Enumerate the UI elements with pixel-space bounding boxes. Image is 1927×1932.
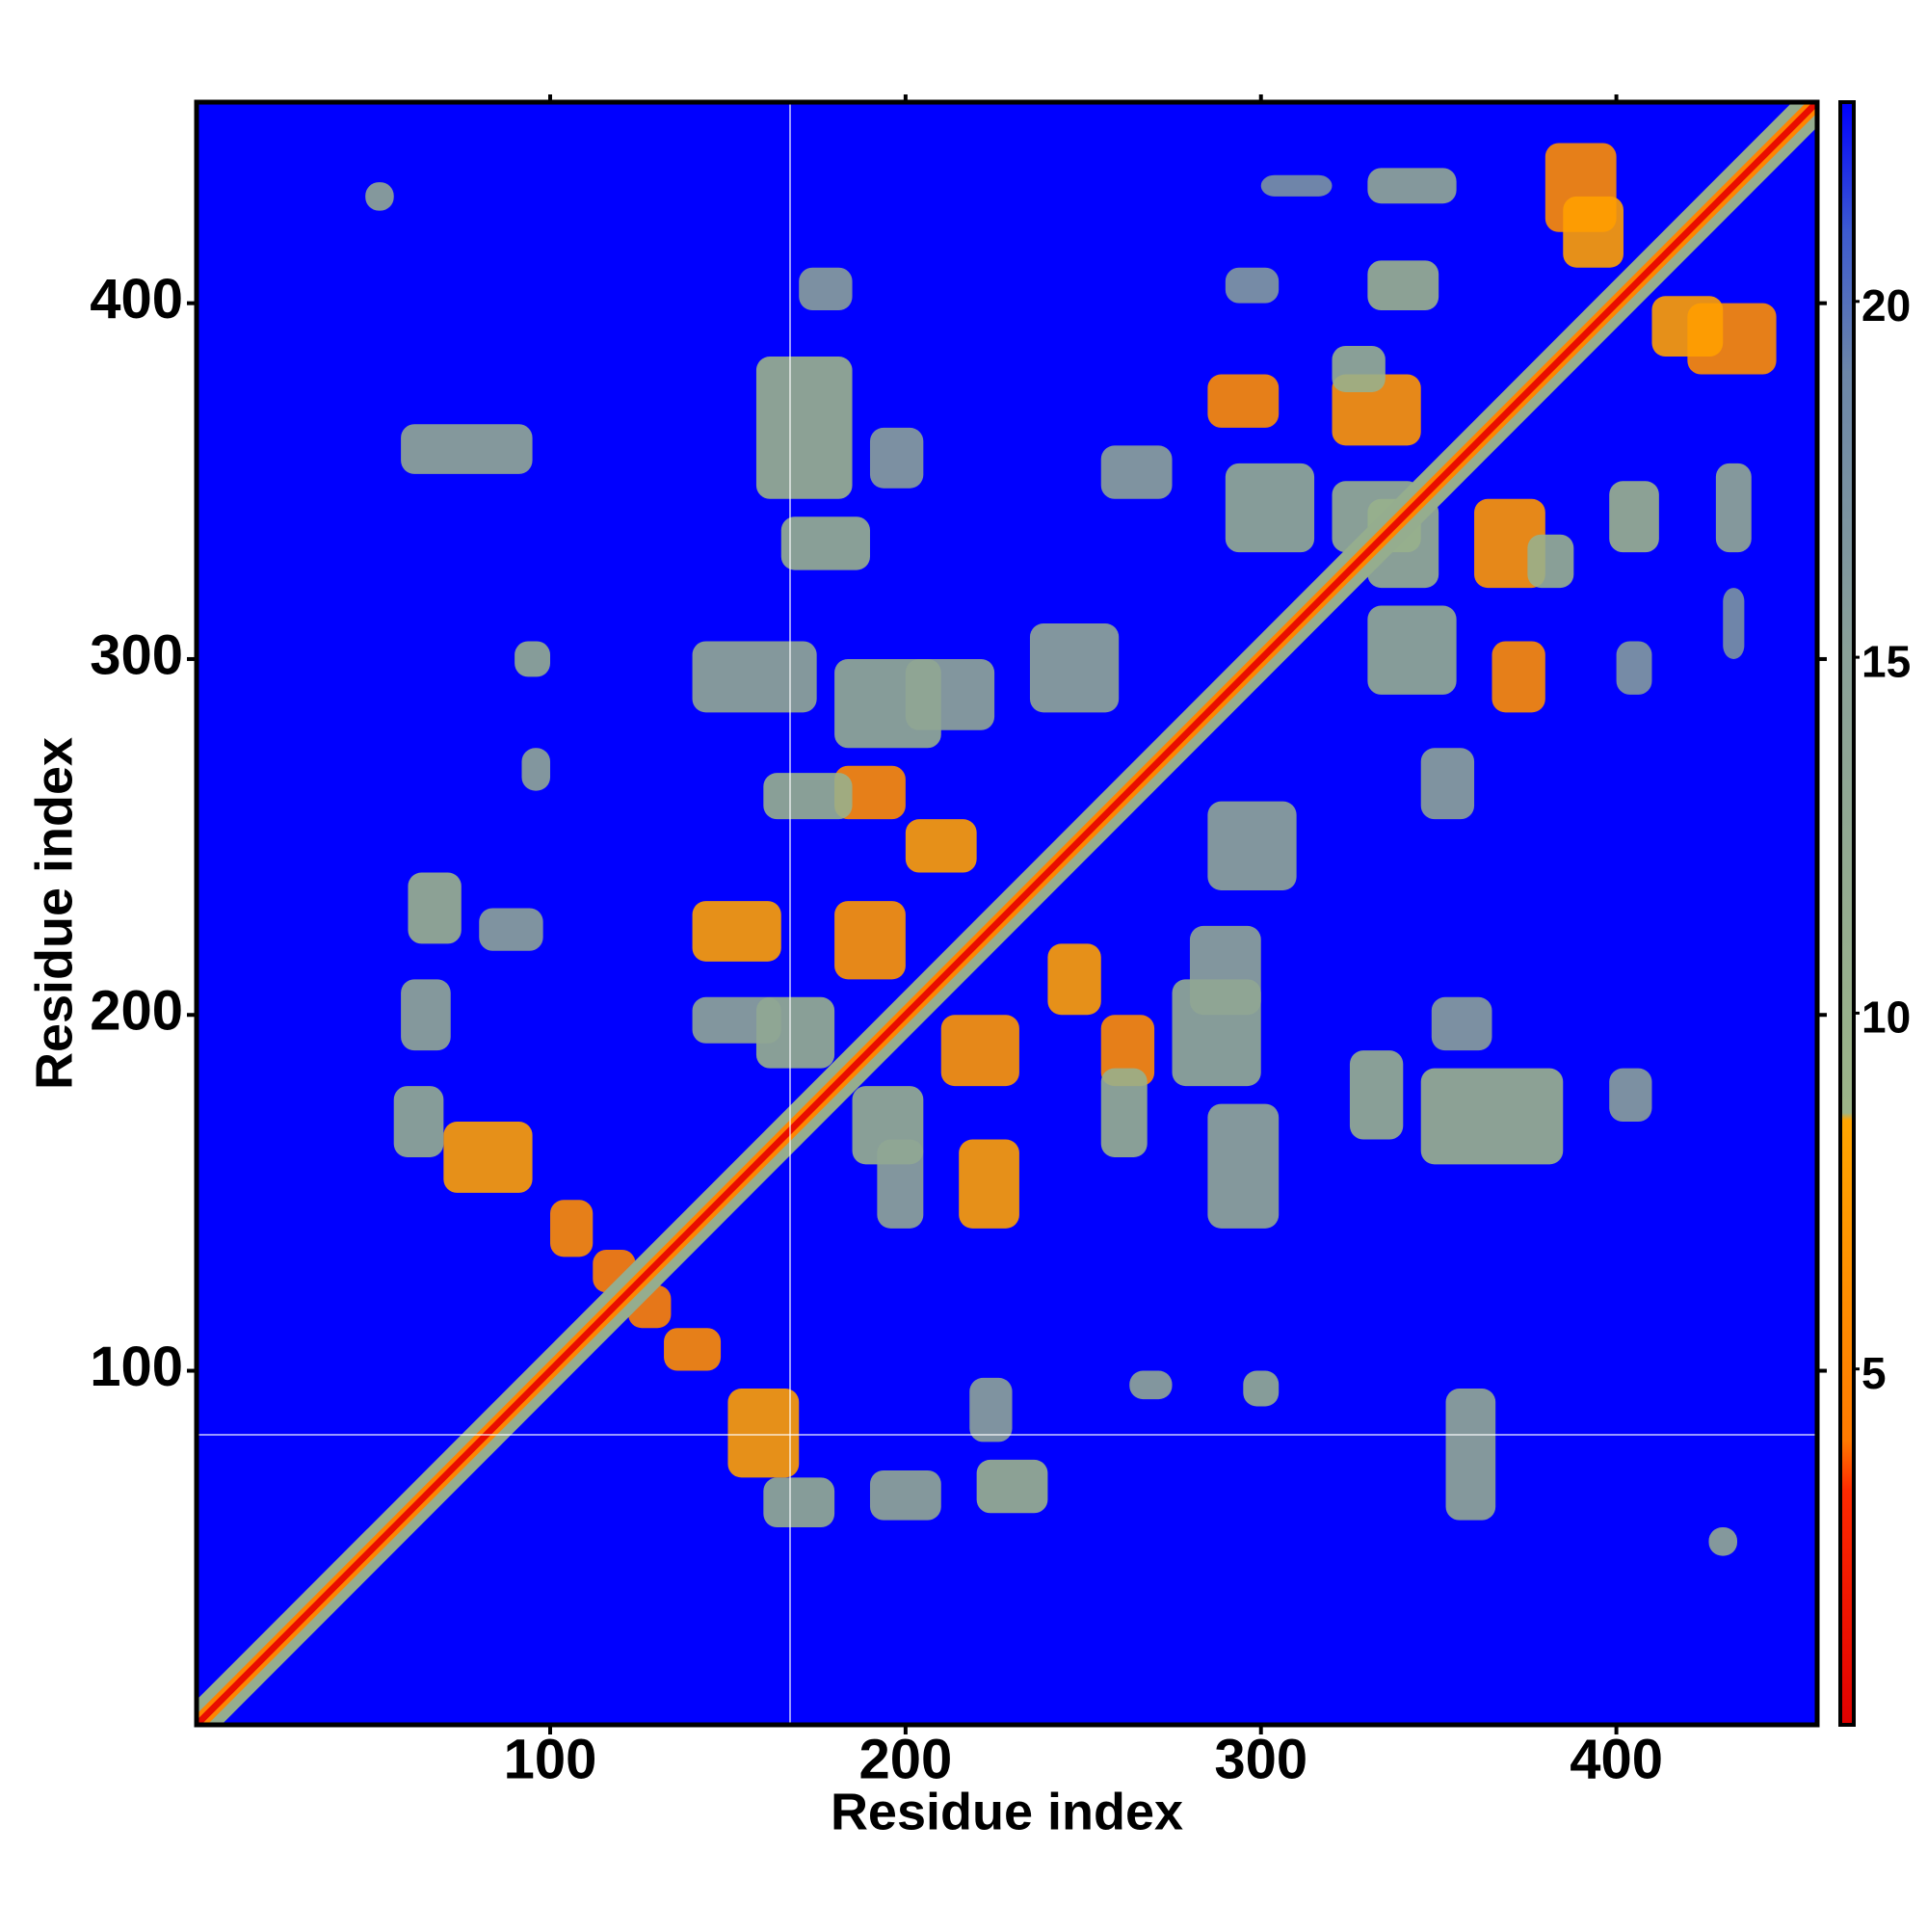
colorbar-segment	[1840, 657, 1854, 1114]
heatmap-cell	[1243, 1370, 1280, 1407]
heatmap-cell	[1609, 481, 1659, 553]
heatmap-cell	[1420, 1068, 1564, 1165]
heatmap-cell	[443, 1122, 533, 1193]
heatmap-cell	[1332, 345, 1386, 392]
heatmap-cell	[976, 1459, 1048, 1514]
colorbar-tick-label: 15	[1861, 636, 1911, 686]
x-tick-label: 200	[858, 1728, 952, 1790]
diagonal-band	[197, 102, 1817, 1725]
heatmap-cell	[877, 1139, 924, 1229]
heatmap-cell	[1609, 1068, 1652, 1123]
heatmap-cell	[1260, 174, 1333, 197]
heatmap-cell	[1100, 1015, 1155, 1087]
heatmap-cell	[692, 901, 781, 962]
heatmap-cell	[1491, 641, 1545, 713]
heatmap-cell	[834, 765, 906, 820]
heatmap-cell	[905, 819, 977, 873]
heatmap-cell	[1100, 445, 1173, 499]
colorbar-frame	[1838, 100, 1856, 1727]
heatmap-cell	[799, 267, 853, 311]
heatmap-cell	[1367, 605, 1457, 695]
heatmap-cell	[408, 872, 462, 944]
heatmap-cell	[1029, 623, 1120, 713]
heatmap-cell	[1431, 996, 1492, 1051]
y-tick-label: 100	[90, 1336, 183, 1398]
heatmap-cell	[959, 1139, 1019, 1229]
heatmap-cell	[1651, 296, 1724, 357]
heatmap-cell	[664, 1328, 722, 1371]
heatmap-cell	[1100, 1068, 1148, 1157]
colorbar-segment	[1840, 1120, 1854, 1442]
heatmap-cell	[869, 427, 924, 489]
heatmap-cell	[1367, 168, 1457, 204]
heatmap-cell	[755, 357, 853, 499]
colorbar-tick-label: 10	[1861, 992, 1911, 1043]
heatmap-cell	[401, 979, 451, 1051]
colorbar-segment	[1840, 102, 1854, 231]
heatmap-cell	[1225, 463, 1315, 553]
colorbar-segment	[1840, 1490, 1854, 1726]
heatmap-cell	[1207, 1103, 1280, 1229]
heatmap-cell	[401, 424, 533, 474]
plot-frame	[194, 99, 1820, 1728]
heatmap-cell	[1527, 534, 1574, 589]
heatmap-cell	[1723, 588, 1745, 659]
y-axis-title: Residue index	[25, 737, 83, 1090]
heatmap-cell	[1715, 463, 1752, 553]
heatmap-cell	[1367, 260, 1439, 311]
heatmap-cell	[692, 996, 781, 1044]
y-tick-label: 200	[90, 980, 183, 1043]
heatmap-cell	[940, 1015, 1019, 1087]
heatmap-cell	[1225, 267, 1280, 304]
heatmap-cell	[869, 1469, 941, 1521]
heatmap-cell	[550, 1200, 594, 1257]
heatmap-cell	[515, 641, 551, 677]
y-tick-label: 300	[90, 623, 183, 686]
heatmap-cell	[521, 748, 551, 791]
heatmap-cell	[393, 1086, 444, 1157]
y-tick-label: 400	[90, 268, 183, 331]
heatmap-cell	[763, 773, 853, 820]
x-tick-label: 100	[504, 1728, 597, 1790]
colorbar-segment	[1840, 1440, 1854, 1491]
x-axis-title: Residue index	[831, 1783, 1183, 1840]
heatmap-cell	[905, 658, 995, 730]
heatmap-cell	[692, 641, 817, 713]
heatmap-cell	[969, 1377, 1013, 1442]
heatmap-cell	[1207, 801, 1297, 890]
colorbar-segment	[1840, 1112, 1854, 1121]
heatmap-cell	[1616, 641, 1652, 695]
heatmap-cell	[1207, 374, 1280, 428]
x-tick-label: 300	[1214, 1728, 1307, 1790]
colorbar-segment	[1840, 372, 1854, 658]
plot-area	[197, 102, 1817, 1725]
x-tick-label: 400	[1570, 1728, 1663, 1790]
heatmap-cell	[1420, 748, 1475, 820]
heatmap-cell	[763, 1477, 835, 1528]
heatmap-cell	[1349, 1050, 1404, 1140]
heatmap-cell	[1445, 1389, 1496, 1521]
heatmap-cell	[1189, 925, 1261, 1016]
colorbar-tick-label: 5	[1861, 1348, 1887, 1398]
heatmap-cell	[834, 901, 906, 980]
heatmap-cell	[1047, 943, 1101, 1016]
heatmap-cell	[1708, 1527, 1738, 1556]
colorbar-tick-label: 20	[1861, 280, 1911, 331]
heatmap-cell	[1563, 196, 1623, 268]
colorbar-segment	[1840, 229, 1854, 374]
heatmap-cell	[365, 182, 394, 211]
heatmap-cell	[1129, 1370, 1173, 1400]
heatmap-cell	[780, 516, 870, 570]
heatmap-cell	[727, 1389, 800, 1478]
heatmap-cell	[479, 908, 543, 951]
